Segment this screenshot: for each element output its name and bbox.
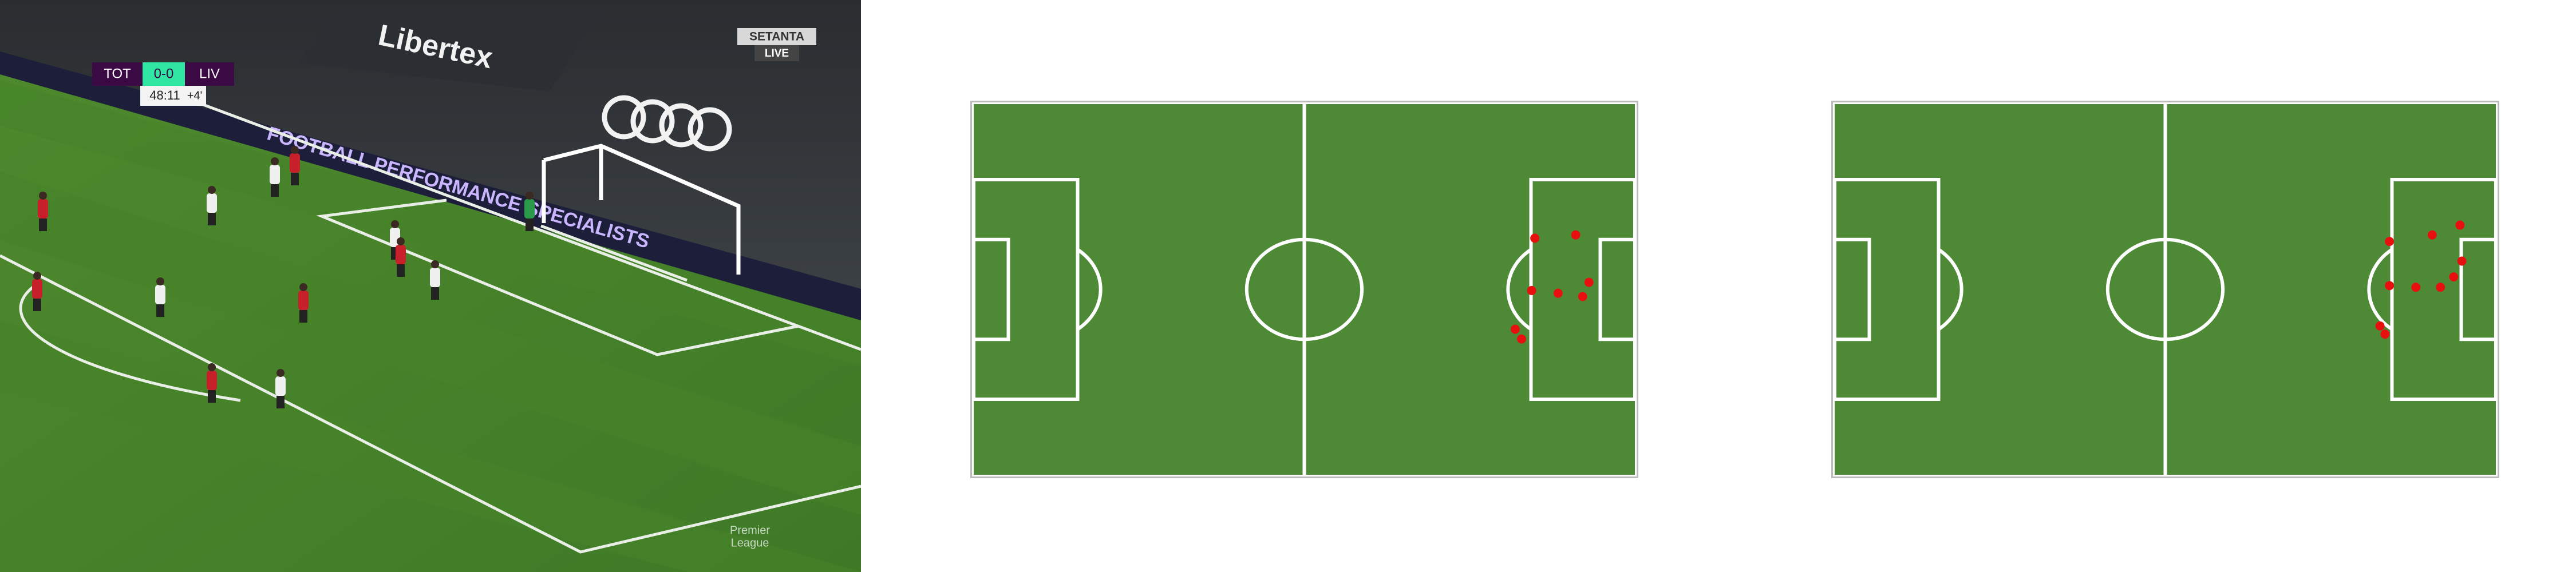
player-head (526, 192, 534, 200)
player-figure (524, 199, 535, 219)
center-circle (1247, 240, 1362, 339)
player-legs (397, 264, 405, 277)
penalty-arc (1508, 249, 1531, 329)
player-figure (155, 285, 165, 304)
player-dot (1530, 233, 1540, 243)
center-circle (2108, 240, 2223, 339)
goal (542, 144, 741, 275)
player-legs (208, 213, 216, 225)
player-dot (1578, 292, 1587, 301)
goal-area (1835, 240, 1870, 339)
channel-tag: LIVE (765, 47, 789, 59)
player-dot (1527, 285, 1536, 295)
goal-area (974, 240, 1009, 339)
score: 0-0 (154, 66, 174, 81)
player-dot (2380, 329, 2390, 339)
player-head (299, 283, 307, 291)
clock-box (140, 86, 206, 106)
goal-area (2462, 240, 2496, 339)
player-legs (291, 173, 299, 185)
player-dot (2411, 283, 2421, 292)
player-dot (2449, 272, 2459, 282)
player-figure (396, 245, 406, 264)
sponsor-board (298, 11, 601, 92)
player-legs (271, 184, 279, 197)
player-dot (1511, 324, 1520, 334)
player-dot (2385, 281, 2395, 291)
ad-board (0, 51, 861, 320)
player-dot (2385, 237, 2395, 247)
player-dot (2457, 256, 2467, 266)
player-figure (275, 376, 286, 396)
player-head (156, 277, 164, 285)
player-legs (208, 390, 216, 403)
player-dot (2436, 283, 2445, 292)
away-team: LIV (199, 66, 220, 81)
pitch-panel (970, 101, 1638, 478)
sponsor-rings (602, 95, 732, 152)
player-head (39, 192, 47, 200)
goal-area (1601, 240, 1635, 339)
player-head (431, 260, 439, 268)
player-dot (2455, 220, 2465, 230)
channel-box (737, 28, 816, 45)
home-box (92, 62, 143, 86)
pitch (1835, 104, 2496, 475)
player-legs (526, 219, 534, 231)
player-legs (431, 287, 439, 300)
clock: 48:11 (149, 88, 180, 102)
channel-name: SETANTA (749, 30, 804, 43)
player-figure (207, 193, 217, 213)
player-head (208, 186, 216, 194)
channel-tag-box (754, 45, 799, 61)
penalty-arc (1939, 249, 1962, 329)
penalty-box (1835, 180, 1939, 399)
added-time: +4' (187, 89, 203, 102)
player-dot (2427, 230, 2437, 240)
home-team: TOT (104, 66, 131, 81)
player-head (397, 237, 405, 245)
player-figure (270, 165, 280, 184)
away-box (185, 62, 234, 86)
pitch-lines (1835, 104, 2496, 475)
watermark: Premier League (730, 524, 770, 549)
broadcast-players (32, 146, 535, 408)
player-head (208, 363, 216, 371)
player-dot (1571, 230, 1581, 240)
player-dot (1584, 277, 1594, 287)
score-box (143, 62, 185, 86)
player-legs (299, 310, 307, 323)
player-legs (156, 304, 164, 317)
player-head (276, 369, 285, 377)
scoreboard: TOT 0-0 LIV 48:11 +4' (92, 62, 234, 106)
player-figure (32, 279, 42, 299)
player-dot (2375, 321, 2385, 331)
player-figure (298, 291, 309, 310)
player-figure (430, 268, 440, 287)
pitch-panel (1831, 101, 2499, 478)
penalty-arc (1078, 249, 1101, 329)
penalty-arc (2369, 249, 2392, 329)
channel-badge: SETANTA LIVE (737, 28, 816, 61)
player-figure (290, 153, 300, 173)
player-legs (33, 299, 41, 311)
broadcast-frame: Libertex FOOTBALL PERFORMANCE SPECIALIST… (0, 0, 861, 572)
player-dot (1517, 334, 1526, 344)
player-head (391, 220, 399, 228)
watermark-line: Premier (730, 524, 770, 537)
player-legs (276, 396, 285, 408)
player-figure (38, 199, 48, 219)
player-head (33, 272, 41, 280)
player-head (291, 146, 299, 154)
player-head (271, 157, 279, 165)
field-lines (0, 89, 861, 554)
penalty-box (2392, 180, 2496, 399)
pitch (974, 104, 1635, 475)
player-figure (207, 371, 217, 390)
watermark-line: League (731, 537, 769, 549)
player-dot (1553, 288, 1563, 298)
player-legs (39, 219, 47, 231)
penalty-box (974, 180, 1078, 399)
